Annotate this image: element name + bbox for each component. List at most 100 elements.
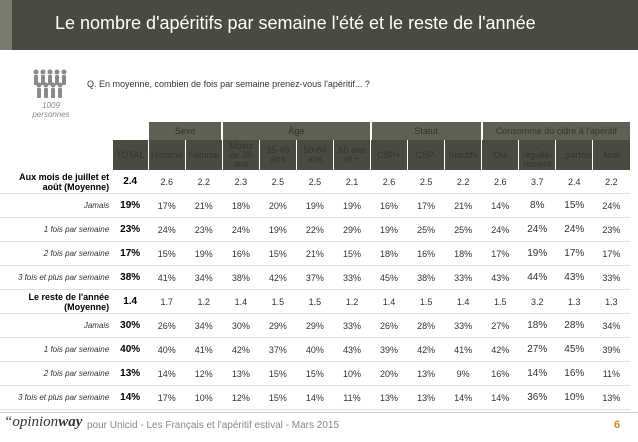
table-cell: 14% (444, 385, 482, 410)
group-cidre: Consomme du cidre à l'apéritif (480, 122, 630, 140)
page-number: 6 (614, 419, 621, 431)
table-cell: 16% (555, 361, 593, 386)
table-cell: 43% (481, 265, 519, 290)
table-row: 2 fois par semaine 13% 14% 12% 13% 15% 15% 10% 2… (0, 361, 630, 386)
table-row: Jamais 30% 26% 34% 30% 29% 29% 33% 26% 28% 33% 27% 1… (0, 313, 630, 338)
group-age: Âge (221, 122, 371, 140)
table-cell: 25% (407, 217, 445, 242)
table-cell: 33% (592, 265, 630, 290)
question-text: Q. En moyenne, combien de fois par semai… (87, 79, 370, 89)
table-cell: 24% (592, 193, 630, 218)
table-cell: 10% (333, 361, 371, 386)
logo-brand-strong: way (58, 414, 83, 430)
table-cell: 37% (259, 337, 297, 362)
row-label: 2 fois par semaine (0, 241, 113, 266)
section-average-row: Aux mois de juillet et août (Moyenne) 2.4… (0, 170, 630, 194)
table-cell: 14% (296, 385, 334, 410)
table-cell: 13% (370, 385, 408, 410)
table-cell: 9% (444, 361, 482, 386)
table-row: 2 fois par semaine 17% 15% 19% 16% 15% 21% 15% 1… (0, 241, 630, 266)
table-cell: 23% (592, 217, 630, 242)
table-cell: 16% (481, 361, 519, 386)
total-value: 30% (112, 313, 149, 338)
table-cell: 1.4 (444, 289, 482, 314)
row-label: 1 fois par semaine (0, 337, 113, 362)
table-cell: 15% (259, 361, 297, 386)
table-cell: 2.6 (148, 170, 186, 194)
table-cell: 19% (185, 241, 223, 266)
table-cell: 1.5 (296, 289, 334, 314)
table-cell: 13% (222, 361, 260, 386)
title-accent (0, 0, 12, 50)
logo-quote: “ (4, 414, 13, 430)
section-label: Le reste de l'année (Moyenne) (0, 289, 113, 314)
table-cell: 27% (481, 313, 519, 338)
total-value: 19% (112, 193, 149, 218)
table-cell: 44% (518, 265, 556, 290)
col-oui: Oui (481, 140, 519, 170)
table-cell: 16% (407, 241, 445, 266)
group-sexe: Sexe (147, 122, 223, 140)
table-cell: 1.5 (407, 289, 445, 314)
table-cell: 14% (148, 361, 186, 386)
people-icon (33, 69, 67, 98)
table-cell: 12% (222, 385, 260, 410)
row-label: Jamais (0, 193, 113, 218)
table-cell: 1.2 (333, 289, 371, 314)
table-cell: 34% (185, 265, 223, 290)
table-cell: 23% (185, 217, 223, 242)
row-label: 3 fois et plus par semaine (0, 385, 113, 410)
table-cell: 33% (333, 313, 371, 338)
table-cell: 38% (222, 265, 260, 290)
table-cell: 18% (518, 313, 556, 338)
table-cell: 38% (407, 265, 445, 290)
table-cell: 29% (333, 217, 371, 242)
row-label: 1 fois par semaine (0, 217, 113, 242)
table-cell: 39% (592, 337, 630, 362)
table-cell: 28% (555, 313, 593, 338)
corner-cell (0, 122, 112, 140)
table-cell: 24% (481, 217, 519, 242)
table-cell: 42% (259, 265, 297, 290)
col-csp-plus: CSP+ (370, 140, 408, 170)
total-value: 13% (112, 361, 149, 386)
footer-text: pour Unicid - Les Français et l'apéritif… (87, 420, 340, 431)
table-cell: 41% (185, 337, 223, 362)
table-cell: 21% (444, 193, 482, 218)
table-cell: 11% (592, 361, 630, 386)
total-value: 1.4 (112, 289, 149, 314)
table-cell: 45% (555, 337, 593, 362)
row-label: 3 fois et plus par semaine (0, 265, 113, 290)
table-cell: 24% (222, 217, 260, 242)
table-cell: 2.5 (407, 170, 445, 194)
table-cell: 1.5 (259, 289, 297, 314)
col-csp-moins: CSP- (407, 140, 445, 170)
table-cell: 13% (407, 385, 445, 410)
total-value: 2.4 (112, 170, 149, 194)
table-cell: 15% (555, 193, 593, 218)
table-cell: 29% (259, 313, 297, 338)
total-spacer (112, 122, 148, 140)
table-cell: 21% (185, 193, 223, 218)
table-cell: 25% (444, 217, 482, 242)
table-cell: 13% (592, 385, 630, 410)
table-cell: 13% (407, 361, 445, 386)
table-row: 3 fois et plus par semaine 38% 41% 34% 38% 42… (0, 265, 630, 290)
sample-size: 1009 personnes (20, 101, 82, 119)
table-cell: 16% (370, 193, 408, 218)
table-cell: 20% (259, 193, 297, 218)
sample-unit: personnes (32, 110, 70, 119)
table-cell: 19% (296, 193, 334, 218)
table-cell: 24% (148, 217, 186, 242)
table-cell: 19% (518, 241, 556, 266)
table-cell: 19% (333, 193, 371, 218)
table-cell: 19% (370, 217, 408, 242)
table-cell: 2.4 (555, 170, 593, 194)
table-cell: 19% (259, 217, 297, 242)
table-cell: 2.5 (296, 170, 334, 194)
table-cell: 14% (481, 193, 519, 218)
col-50-64: 50-64 ans (295, 140, 334, 170)
logo-brand: opinion (12, 414, 59, 430)
table-cell: 33% (444, 265, 482, 290)
table-cell: 36% (518, 385, 556, 410)
